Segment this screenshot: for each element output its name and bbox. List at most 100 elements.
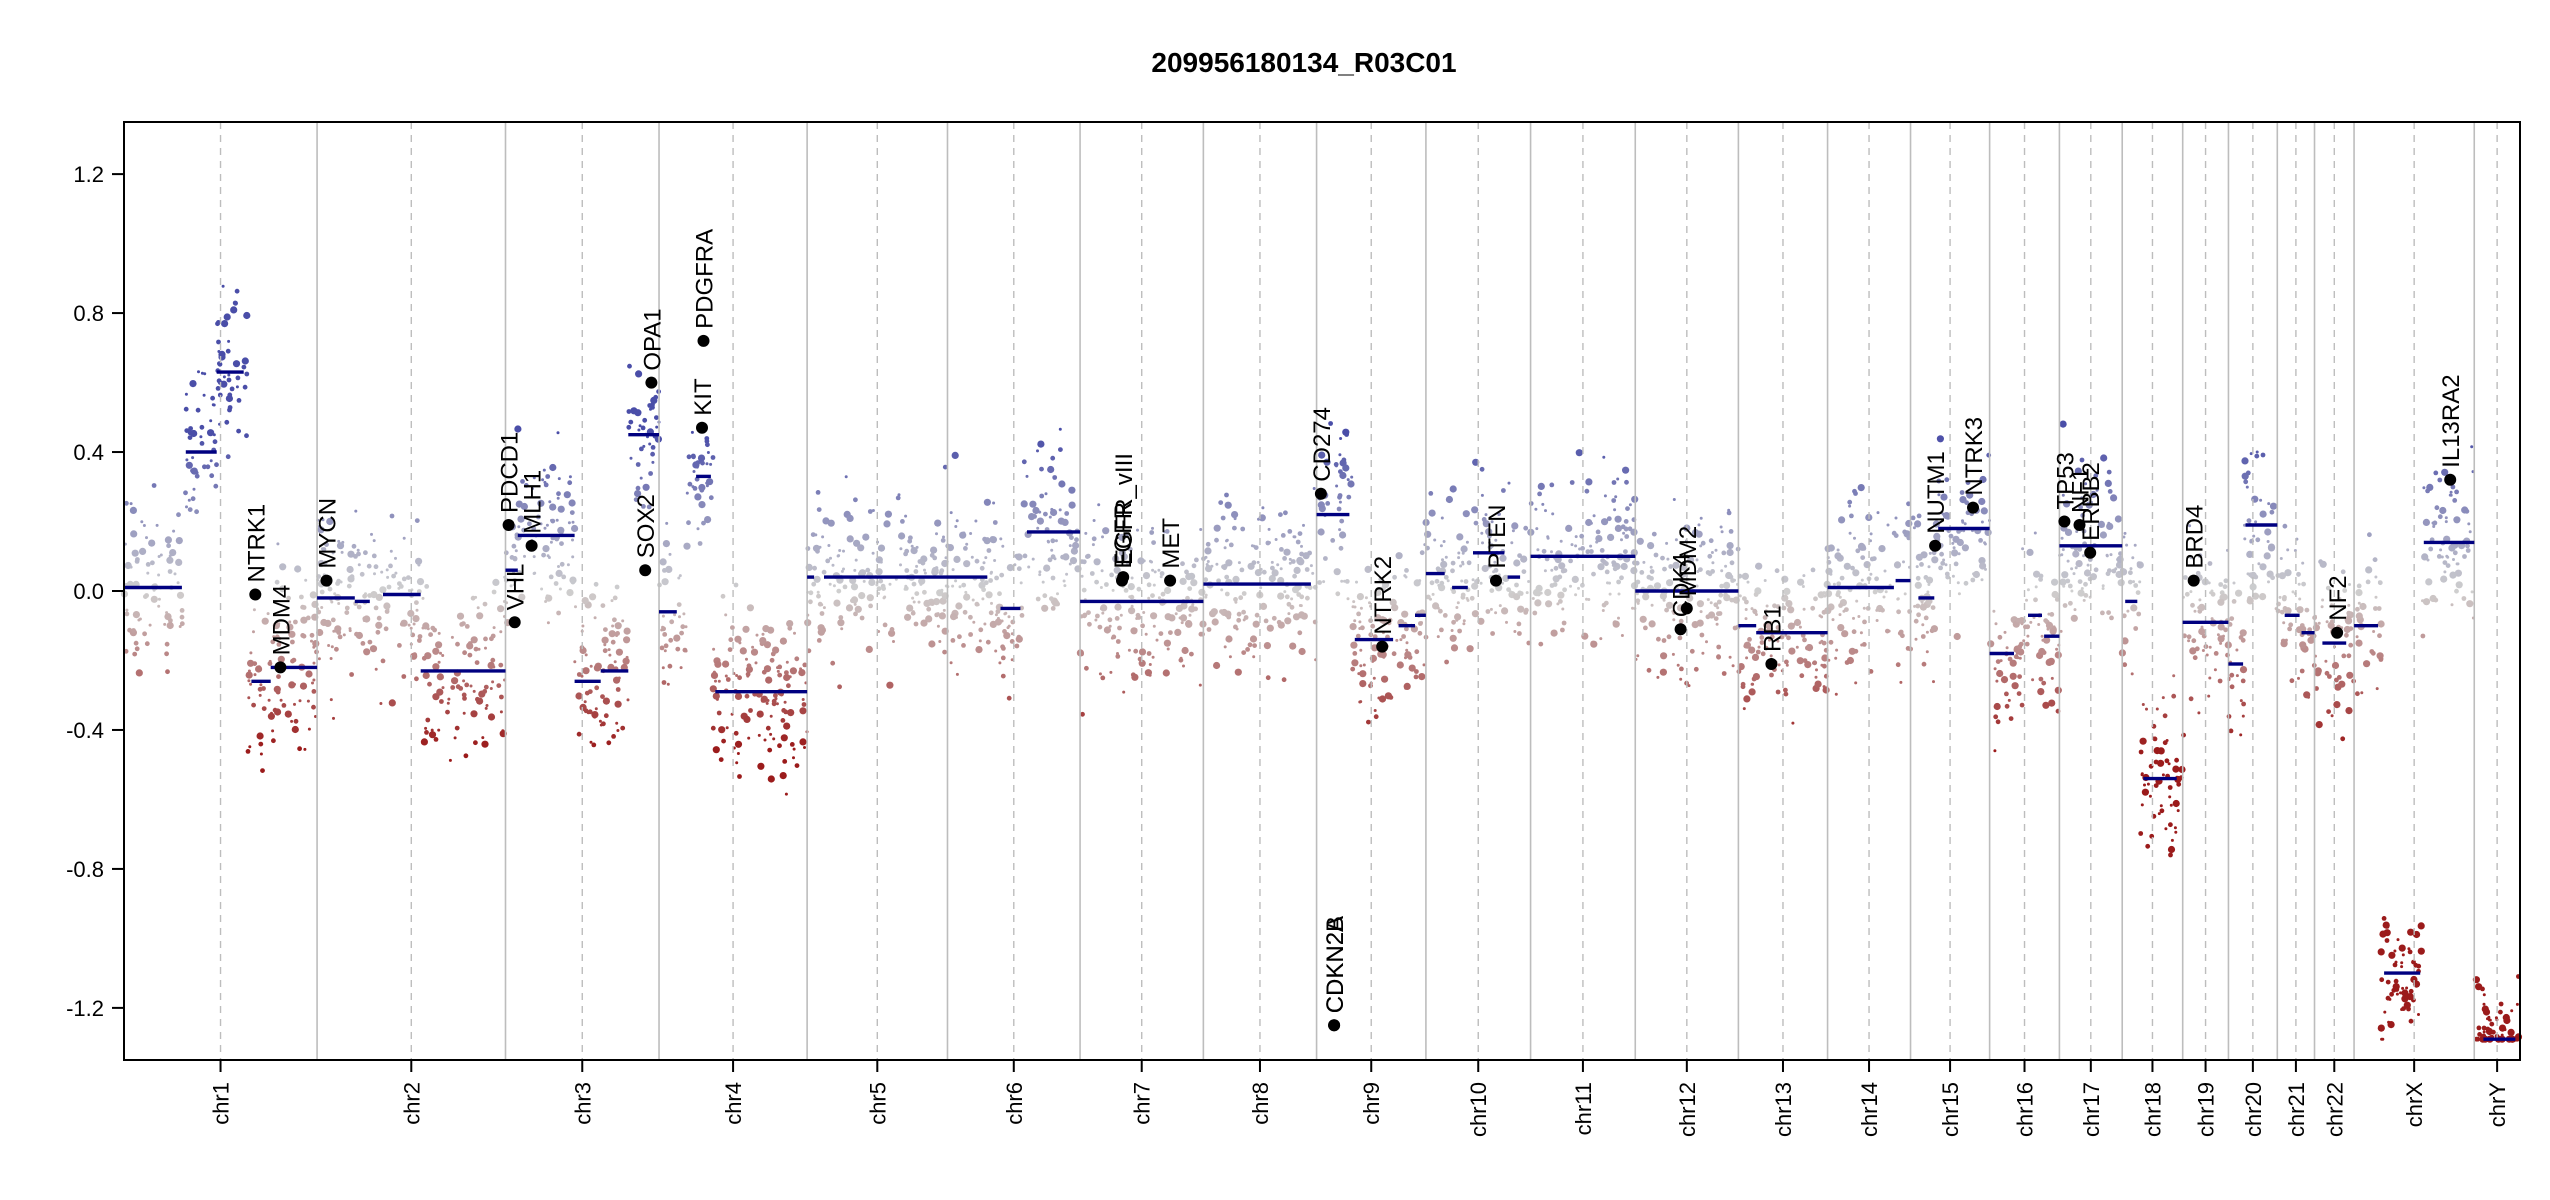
probe-point: [2070, 567, 2074, 571]
probe-point: [303, 747, 307, 751]
probe-point: [581, 597, 589, 605]
probe-point: [249, 682, 253, 686]
probe-point: [367, 639, 373, 645]
probe-point: [1589, 544, 1593, 548]
probe-point: [422, 622, 430, 630]
probe-point: [1319, 529, 1325, 535]
probe-point: [499, 694, 504, 700]
probe-point: [2029, 620, 2033, 624]
probe-point: [1179, 577, 1187, 586]
probe-point: [1744, 608, 1748, 611]
probe-point: [978, 627, 984, 633]
probe-point: [351, 543, 357, 549]
probe-point: [844, 475, 848, 479]
probe-point: [549, 463, 557, 472]
probe-point: [651, 460, 655, 464]
probe-point: [570, 579, 576, 585]
gene-label: ERBB2: [2078, 462, 2105, 541]
probe-point: [938, 612, 947, 620]
probe-point: [629, 456, 633, 460]
probe-point: [517, 515, 525, 523]
probe-point: [938, 640, 942, 643]
probe-point: [566, 589, 574, 597]
probe-point: [2461, 506, 2469, 514]
probe-point: [559, 561, 565, 567]
probe-point: [1699, 610, 1703, 614]
x-tick-label: chr18: [2140, 1082, 2165, 1137]
probe-point: [2401, 986, 2405, 990]
probe-point: [2347, 603, 2351, 607]
gene-label: IL13RA2: [2438, 374, 2465, 467]
probe-point: [630, 407, 638, 415]
probe-point: [673, 634, 681, 642]
probe-point: [607, 648, 611, 652]
probe-point: [1915, 575, 1921, 581]
probe-point: [1297, 630, 1303, 636]
probe-point: [1783, 691, 1789, 697]
probe-point: [1377, 696, 1381, 700]
probe-point: [974, 601, 980, 607]
probe-point: [875, 583, 879, 587]
probe-point: [1763, 579, 1767, 582]
probe-point: [1370, 623, 1376, 629]
probe-point: [757, 762, 765, 770]
probe-point: [412, 615, 420, 623]
probe-point: [191, 456, 195, 460]
probe-point: [2073, 608, 2077, 612]
probe-point: [1292, 573, 1297, 579]
probe-point: [2393, 978, 2399, 984]
probe-point: [938, 591, 942, 595]
probe-point: [2157, 759, 2165, 767]
probe-point: [584, 653, 588, 657]
probe-point: [982, 536, 987, 542]
probe-point: [424, 726, 428, 730]
probe-point: [290, 658, 295, 664]
probe-point: [1602, 559, 1607, 565]
probe-point: [1274, 538, 1278, 541]
probe-point: [1279, 567, 1283, 571]
probe-point: [1091, 536, 1097, 542]
gene-label: MET: [1158, 518, 1185, 569]
probe-point: [1041, 604, 1049, 612]
probe-point: [1966, 491, 1974, 499]
probe-point: [1218, 500, 1224, 505]
probe-point: [1926, 590, 1930, 594]
probe-point: [611, 624, 615, 628]
probe-point: [437, 660, 441, 664]
probe-point: [1046, 539, 1050, 543]
probe-point: [253, 673, 257, 677]
probe-point: [712, 746, 720, 754]
probe-point: [2207, 581, 2211, 585]
probe-point: [1117, 625, 1122, 631]
probe-point: [1102, 527, 1110, 535]
probe-point: [1661, 638, 1667, 643]
probe-point: [1787, 606, 1795, 614]
probe-point: [363, 550, 368, 556]
probe-point: [737, 675, 742, 681]
probe-point: [423, 674, 427, 677]
probe-point: [1738, 594, 1742, 598]
probe-point: [532, 476, 536, 480]
probe-point: [838, 615, 844, 620]
probe-point: [2437, 514, 2443, 520]
probe-point: [1534, 599, 1542, 607]
probe-point: [1068, 486, 1076, 494]
probe-point: [132, 651, 138, 657]
probe-point: [1290, 597, 1294, 601]
probe-point: [2232, 581, 2236, 585]
probe-point: [989, 536, 998, 544]
probe-point: [293, 702, 296, 706]
probe-point: [1853, 491, 1858, 496]
probe-point: [673, 613, 677, 617]
probe-point: [721, 738, 726, 744]
probe-point: [187, 507, 193, 512]
probe-point: [1063, 584, 1067, 588]
probe-point: [1544, 588, 1552, 597]
probe-point: [1585, 597, 1588, 601]
probe-point: [1718, 592, 1724, 598]
probe-point: [1558, 599, 1563, 604]
probe-point: [1428, 509, 1436, 517]
probe-point: [2372, 558, 2376, 562]
probe-point: [1783, 687, 1788, 693]
probe-point: [850, 596, 859, 604]
